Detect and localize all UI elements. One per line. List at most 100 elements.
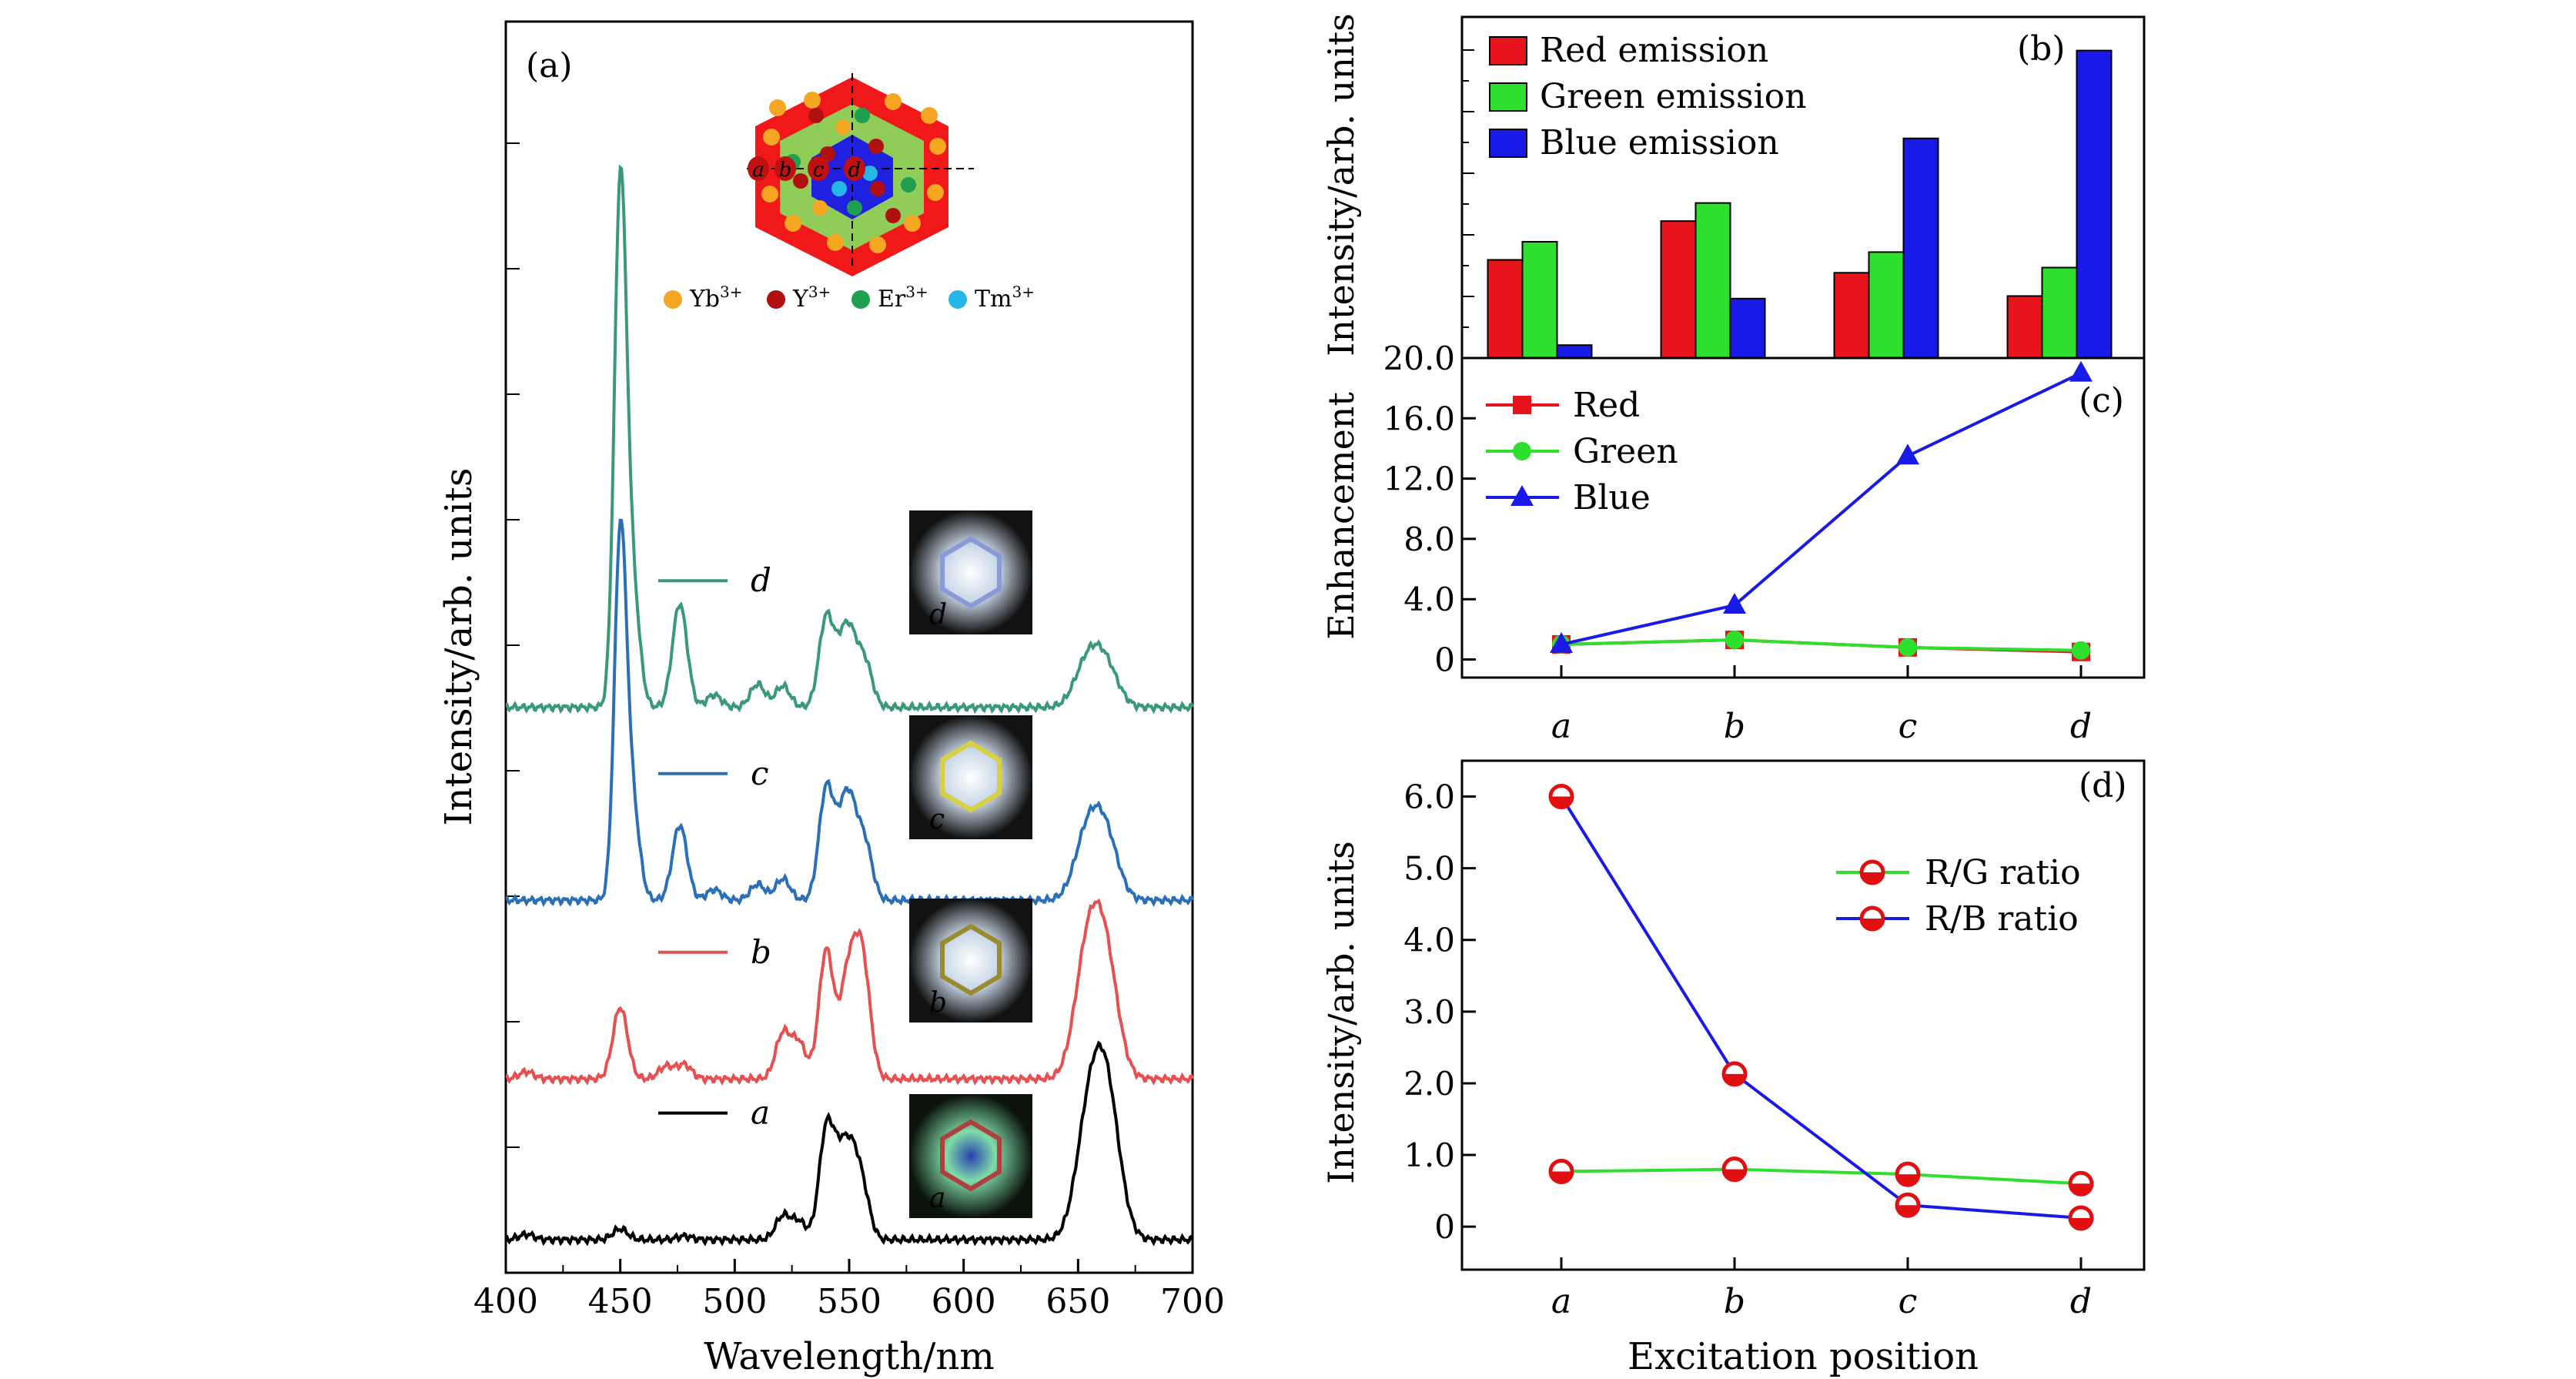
point-r-b-ratio — [1895, 1192, 1921, 1218]
inset-label-b: b — [929, 987, 947, 1019]
x-tick-label: c — [1899, 707, 1918, 746]
point-green — [1725, 631, 1744, 650]
legend-label-1: R/B ratio — [1925, 899, 2079, 939]
ion-dot — [870, 181, 885, 196]
panel-a: (a) 400 450 500 550 600 650 700 Wavelength/nm … — [437, 20, 1225, 1378]
bar-red-emission-d — [2006, 295, 2043, 360]
x-axis-label-a: Wavelength/nm — [704, 1335, 995, 1378]
axes-d: 0 1.0 2.0 3.0 4.0 5.0 6.0 a b c d — [1403, 778, 2092, 1321]
panel-c: (c) Enhancement 04.08.012.016.020.0a b c d … — [1320, 340, 2146, 746]
line-green — [1561, 638, 2082, 652]
y-axis-label-c: Enhancement — [1320, 392, 1362, 640]
x-tick-label: b — [1724, 1282, 1745, 1321]
bar-red-emission-c — [1833, 272, 1870, 359]
y-tick-label: 16.0 — [1383, 400, 1455, 437]
ion-legend-er: Er3+ — [878, 283, 928, 313]
y-tick-label: 20.0 — [1383, 340, 1455, 377]
legend-marker-1 — [1513, 442, 1531, 460]
panel-d: (d) Excitation position Intensity/arb. u… — [1320, 759, 2146, 1378]
inset-crystal — [940, 923, 1002, 996]
plot-frame-c — [1460, 356, 2146, 679]
ion-dot — [761, 186, 778, 202]
point-r-g-ratio — [1721, 1156, 1748, 1183]
y-tick-label: 8.0 — [1403, 520, 1455, 558]
ion-dot — [812, 200, 828, 216]
point-r-g-ratio — [1548, 1158, 1574, 1184]
bar-blue-emission-c — [1902, 137, 1939, 359]
x-axis-a: 400 450 500 550 600 650 700 — [473, 1259, 1225, 1321]
position-label-c: c — [813, 159, 825, 182]
bar-blue-emission-d — [2076, 49, 2113, 359]
panel-label-c: (c) — [2079, 381, 2124, 420]
ion-legend-dot-tm — [948, 290, 967, 309]
ion-dot — [904, 215, 921, 232]
ion-legend-tm: Tm3+ — [975, 283, 1035, 313]
point-blue — [2069, 360, 2093, 382]
ion-dot — [885, 93, 902, 110]
x-tick-label: b — [1724, 707, 1745, 746]
ion-dot — [808, 108, 824, 123]
ion-dot — [927, 184, 944, 201]
point-r-b-ratio — [1721, 1061, 1748, 1087]
x-tick-label: 600 — [932, 1282, 996, 1321]
panel-b: (b) Intensity/arb. units Red emission Gre… — [1320, 13, 2146, 360]
axes-c: 0 4.0 8.0 12.0 16.0 20.0 a b c d — [1383, 340, 2092, 746]
spectrum-d — [505, 164, 1194, 715]
enhancement-legend: Red Green Blue — [1486, 386, 1678, 517]
inset-photo-a: a — [909, 1094, 1032, 1218]
y-tick-label: 0 — [1434, 641, 1455, 679]
inset-photo-c: c — [909, 715, 1032, 839]
point-green — [1899, 638, 1917, 657]
ion-dot — [763, 129, 780, 146]
legend-label-0: R/G ratio — [1925, 853, 2081, 892]
ion-dot — [921, 107, 938, 124]
ion-legend-y: Y3+ — [792, 283, 831, 313]
position-marker-c — [808, 156, 829, 181]
ratio-series — [1548, 784, 2094, 1231]
spectrum-a — [505, 1040, 1194, 1247]
spectra-curves — [505, 164, 1194, 1247]
ion-dot — [827, 234, 844, 251]
ion-dot — [869, 236, 886, 253]
point-r-g-ratio — [2068, 1170, 2094, 1197]
legend-label-0: Red — [1573, 386, 1640, 425]
position-label-a: a — [752, 159, 764, 182]
ion-dot — [862, 166, 878, 181]
y-axis-label-d: Intensity/arb. units — [1320, 841, 1362, 1184]
legend-label-d: d — [751, 561, 771, 599]
inset-photo-bg — [909, 899, 1032, 1023]
inset-photo-bg — [909, 510, 1032, 634]
point-blue — [1723, 593, 1746, 614]
ion-dot — [820, 146, 835, 162]
inset-label-c: c — [929, 804, 945, 835]
ion-dot — [868, 139, 884, 154]
x-tick-label: 550 — [817, 1282, 882, 1321]
y-tick-label: 4.0 — [1403, 922, 1455, 959]
bar-blue-emission-a — [1556, 344, 1593, 359]
x-tick-label: a — [1551, 1282, 1571, 1321]
panel-label-a: (a) — [526, 46, 573, 85]
bar-red-emission-b — [1660, 220, 1697, 359]
y-tick-label: 3.0 — [1403, 993, 1455, 1031]
y-tick-label: 0 — [1434, 1208, 1455, 1246]
ion-dot — [835, 119, 851, 135]
y-tick-label: 12.0 — [1383, 460, 1455, 498]
legend-label-2: Blue — [1573, 478, 1651, 517]
position-marker-d — [844, 156, 865, 181]
ion-dot — [901, 177, 916, 192]
ion-dot — [769, 99, 786, 116]
ion-dot — [847, 200, 862, 216]
spectra-legend: a b c d — [658, 561, 771, 1132]
x-tick-label: 650 — [1045, 1282, 1110, 1321]
enhancement-series — [1550, 360, 2093, 661]
x-tick-label: d — [2070, 1282, 2092, 1321]
line-blue — [1561, 371, 2082, 646]
legend-marker-0 — [1859, 859, 1885, 885]
ion-legend: Yb3+ Y3+ Er3+ Tm3+ — [664, 283, 1035, 313]
position-label-d: d — [848, 159, 861, 182]
panel-label-d: (d) — [2079, 766, 2127, 805]
y-axis-label-b: Intensity/arb. units — [1320, 13, 1362, 356]
bar-green-emission-a — [1521, 240, 1558, 359]
x-tick-label: 400 — [473, 1282, 538, 1321]
